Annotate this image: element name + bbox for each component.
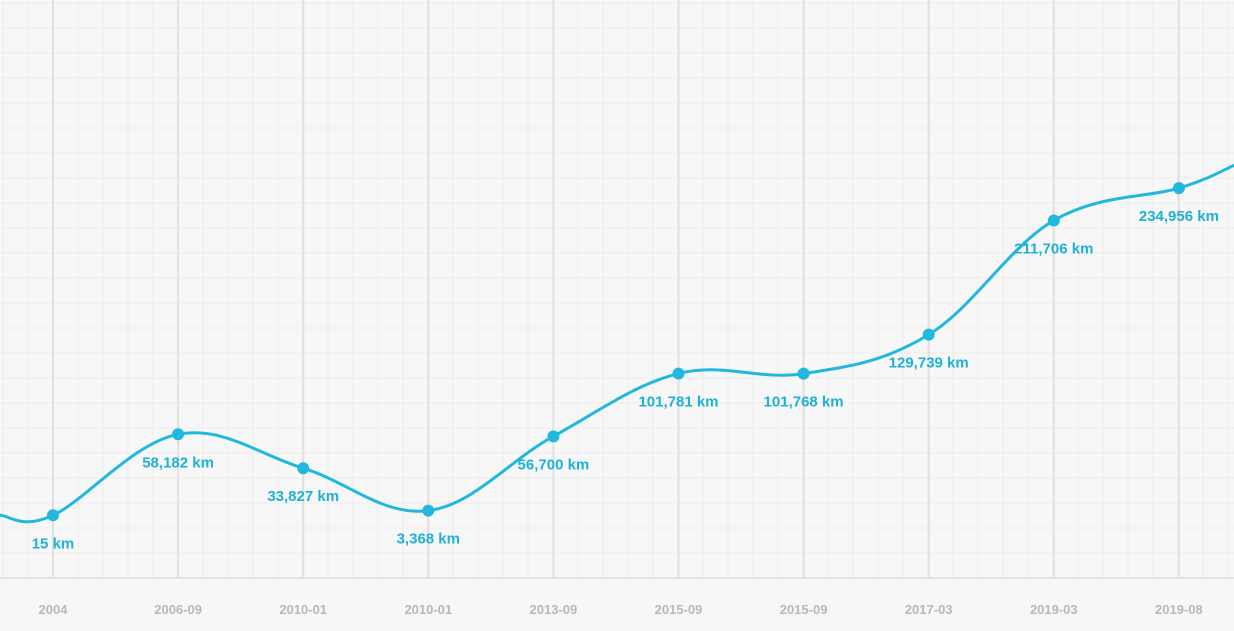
data-label: 56,700 km [518,456,590,473]
data-label: 101,781 km [638,394,718,411]
x-tick-label: 2017-03 [905,602,953,617]
data-point [797,367,810,380]
data-point [922,328,935,341]
data-label: 3,368 km [397,531,460,548]
x-tick-label: 2019-03 [1030,602,1078,617]
x-tick-label: 2013-09 [530,602,578,617]
x-tick-label: 2010-01 [279,602,327,617]
data-point [1172,182,1185,195]
data-point [422,504,435,517]
data-labels: 15 km 58,182 km 33,827 km 3,368 km 56,700 km… [32,208,1219,552]
data-point [297,462,310,475]
x-tick-label: 2015-09 [655,602,703,617]
data-point [547,430,560,443]
data-label: 211,706 km [1014,240,1093,257]
data-label: 15 km [32,535,75,552]
data-label: 33,827 km [267,488,339,505]
data-label: 58,182 km [142,454,214,471]
data-label: 129,739 km [889,355,969,372]
x-tick-label: 2006-09 [154,602,202,617]
data-points [47,182,1185,522]
x-tick-label: 2010-01 [404,602,452,617]
x-tick-label: 2019-08 [1155,602,1203,617]
data-point [1047,214,1060,227]
grid-major [52,0,1180,578]
data-label: 234,956 km [1139,208,1219,225]
x-axis-ticks: 2004 2006-09 2010-01 2010-01 2013-09 2015-09 2… [39,602,1203,617]
x-tick-label: 2004 [39,602,69,617]
data-point [172,428,185,441]
data-label: 101,768 km [764,394,844,411]
data-point [47,509,59,522]
data-point [672,367,685,380]
x-tick-label: 2015-09 [780,602,828,617]
